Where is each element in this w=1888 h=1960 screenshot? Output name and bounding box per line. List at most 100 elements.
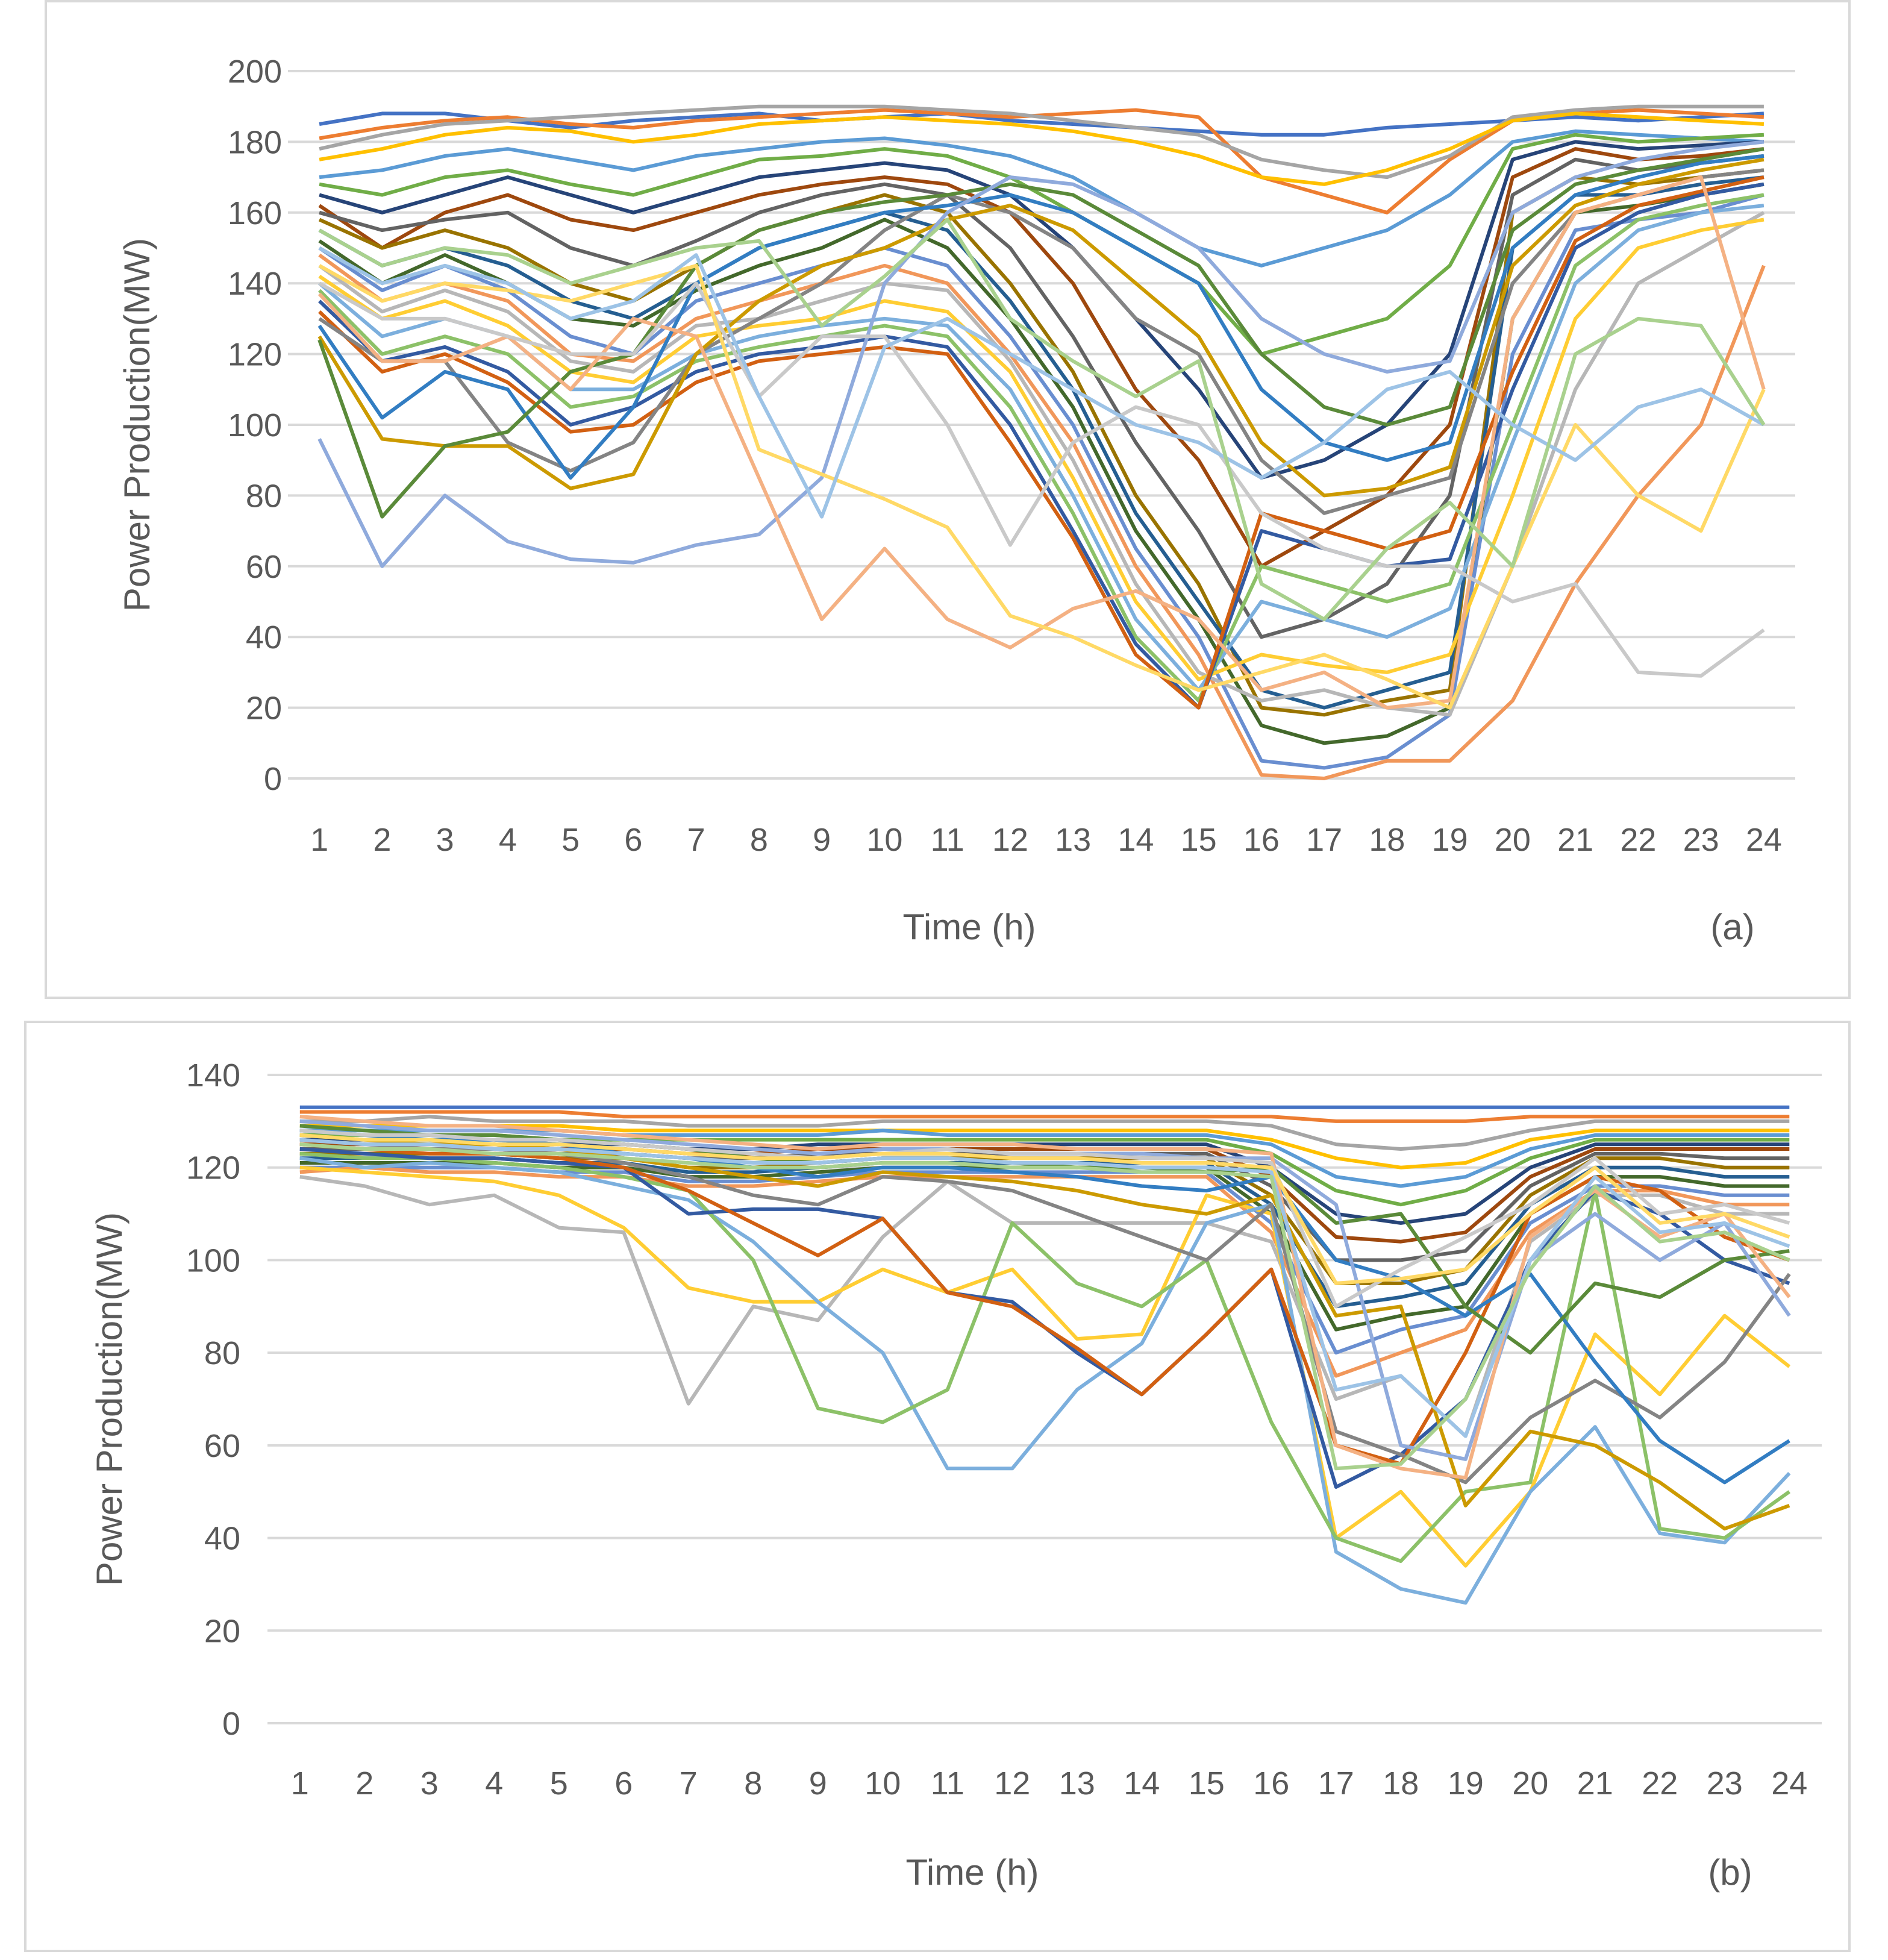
x-tick-label: 20 xyxy=(1495,822,1531,858)
x-tick-label: 13 xyxy=(1059,1765,1095,1802)
y-tick-label: 60 xyxy=(204,1428,240,1464)
x-tick-label: 15 xyxy=(1181,822,1217,858)
y-tick-label: 60 xyxy=(246,549,282,585)
y-tick-label: 40 xyxy=(204,1521,240,1557)
x-tick-label: 7 xyxy=(687,822,705,858)
series-line-s22 xyxy=(317,157,1765,498)
series-line-s14 xyxy=(318,253,1766,780)
series-line-s8 xyxy=(318,147,1765,568)
x-tick-label: 8 xyxy=(750,822,768,858)
x-tick-label: 19 xyxy=(1448,1765,1484,1802)
x-tick-label: 18 xyxy=(1383,1765,1419,1802)
y-tick-label: 120 xyxy=(228,337,282,373)
series-line-s20 xyxy=(318,175,1765,710)
x-tick-label: 20 xyxy=(1512,1765,1548,1802)
x-tick-label: 10 xyxy=(864,1765,901,1802)
y-tick-label: 140 xyxy=(228,266,282,302)
series-line-s16 xyxy=(299,1165,1791,1568)
series-line-s27 xyxy=(318,281,1765,678)
panel-label: (b) xyxy=(1708,1852,1752,1893)
y-tick-label: 120 xyxy=(186,1150,240,1186)
x-tick-label: 22 xyxy=(1620,822,1656,858)
chart-panel-b: 0 20 40 60 80 100 120 140 1 2 3 4 5 6 7 8 9 10 11 12 13 14 15 1… xyxy=(24,1021,1851,1952)
x-tick-label: 2 xyxy=(355,1765,374,1802)
x-tick-label: 15 xyxy=(1189,1765,1225,1802)
x-tick-label: 8 xyxy=(744,1765,762,1802)
x-tick-label: 14 xyxy=(1117,822,1154,858)
y-axis-title: Power Production(MW) xyxy=(117,238,157,612)
x-tick-label: 18 xyxy=(1369,822,1405,858)
x-tick-label: 17 xyxy=(1318,1765,1354,1802)
y-tick-label: 140 xyxy=(186,1057,240,1094)
x-tick-label: 3 xyxy=(420,1765,439,1802)
x-tick-label: 4 xyxy=(499,822,517,858)
series-line-s13 xyxy=(318,193,1765,770)
x-tick-label: 4 xyxy=(485,1765,503,1802)
x-tick-label: 22 xyxy=(1642,1765,1678,1802)
series-line-s2 xyxy=(299,1110,1790,1123)
y-tick-label: 20 xyxy=(246,690,282,727)
series-line-s25 xyxy=(317,140,1765,568)
x-tick-label: 23 xyxy=(1707,1765,1743,1802)
y-tick-label: 40 xyxy=(246,619,282,656)
series-line-s30 xyxy=(318,218,1766,621)
series-line-s29 xyxy=(299,1138,1790,1438)
y-axis-title: Power Production(MW) xyxy=(89,1212,130,1586)
series-line-s28 xyxy=(299,1133,1790,1285)
series-line-s30 xyxy=(299,1142,1790,1471)
series-line-s23 xyxy=(317,154,1765,480)
series-line-s4 xyxy=(299,1124,1790,1169)
y-tick-label: 160 xyxy=(228,195,282,231)
x-tick-label: 17 xyxy=(1306,822,1342,858)
x-tick-label: 14 xyxy=(1124,1765,1160,1802)
x-tick-label: 24 xyxy=(1771,1765,1807,1802)
series-line-s29 xyxy=(318,246,1765,519)
y-tick-label: 80 xyxy=(246,478,282,514)
y-tick-label: 100 xyxy=(186,1242,240,1279)
panel-label: (a) xyxy=(1710,907,1754,947)
y-tick-label: 20 xyxy=(204,1613,240,1649)
x-tick-label: 6 xyxy=(614,1765,633,1802)
x-tick-label: 23 xyxy=(1683,822,1719,858)
series-line-s27 xyxy=(299,1129,1790,1309)
x-tick-label: 5 xyxy=(561,822,580,858)
x-tick-label: 1 xyxy=(291,1765,309,1802)
x-tick-label: 12 xyxy=(994,1765,1030,1802)
series-line-s3 xyxy=(299,1115,1790,1151)
series-line-s9 xyxy=(319,154,1765,639)
x-tick-label: 21 xyxy=(1557,822,1593,858)
x-tick-label: 19 xyxy=(1432,822,1468,858)
series-line-s15 xyxy=(299,1175,1790,1438)
series-line-s26 xyxy=(299,1115,1791,1480)
series-line-s18 xyxy=(317,193,1765,703)
y-tick-label: 0 xyxy=(222,1706,240,1742)
x-tick-label: 11 xyxy=(931,822,964,858)
x-tick-label: 12 xyxy=(992,822,1028,858)
y-tick-label: 100 xyxy=(228,407,282,443)
x-tick-label: 11 xyxy=(931,1765,964,1802)
chart-panel-a: 0 20 40 60 80 100 120 140 160 180 200 1 2 3 4 5 6 7 8 9 10 11… xyxy=(45,0,1851,999)
x-tick-label: 10 xyxy=(866,822,902,858)
x-tick-label: 24 xyxy=(1746,822,1782,858)
x-axis-title: Time (h) xyxy=(905,1852,1039,1893)
x-axis-title: Time (h) xyxy=(902,907,1036,947)
series-line-s7 xyxy=(319,140,1765,480)
series-line-s28 xyxy=(318,263,1766,710)
series-line-s6 xyxy=(319,133,1765,356)
y-tick-label: 180 xyxy=(228,124,282,160)
series-line-s14 xyxy=(299,1165,1790,1378)
x-tick-label: 6 xyxy=(624,822,642,858)
series-line-s19 xyxy=(318,182,1765,710)
series-line-s5 xyxy=(319,129,1765,268)
x-tick-label: 13 xyxy=(1055,822,1091,858)
x-tick-label: 9 xyxy=(813,822,831,858)
x-tick-label: 16 xyxy=(1243,822,1280,858)
series-line-s3 xyxy=(319,104,1764,180)
y-tick-label: 200 xyxy=(228,54,282,90)
y-tick-label: 80 xyxy=(204,1335,240,1371)
x-tick-label: 5 xyxy=(550,1765,568,1802)
series-line-s16 xyxy=(318,218,1765,681)
x-tick-label: 16 xyxy=(1253,1765,1289,1802)
